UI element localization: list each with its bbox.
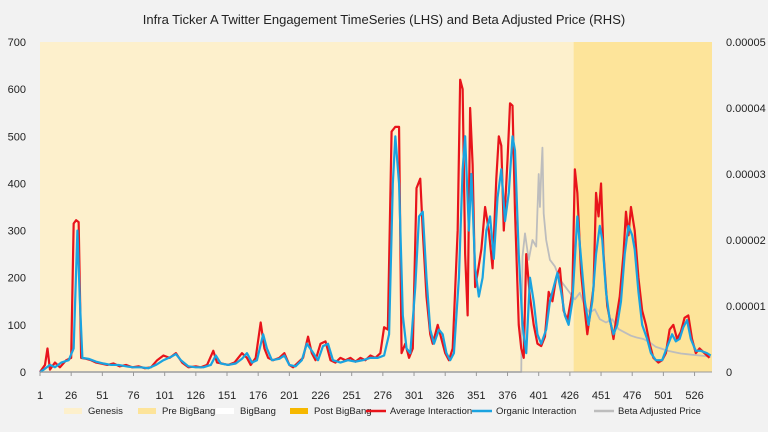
x-tick-label: 226 bbox=[311, 390, 329, 402]
y-right-tick-label: 0.00001 bbox=[726, 301, 766, 313]
y-right-tick-label: 0.00005 bbox=[726, 37, 766, 49]
legend-swatch-bigbang bbox=[216, 408, 234, 414]
y-left-tick-label: 300 bbox=[8, 226, 26, 238]
y-right-tick-label: 0 bbox=[726, 367, 732, 379]
x-tick-label: 476 bbox=[623, 390, 641, 402]
x-tick-label: 101 bbox=[155, 390, 173, 402]
y-left-tick-label: 700 bbox=[8, 37, 26, 49]
series-line-beta-adjusted-price bbox=[40, 146, 711, 373]
y-right-tick-label: 0.00004 bbox=[726, 103, 766, 115]
x-tick-label: 326 bbox=[436, 390, 454, 402]
legend-label-post-bigbang: Post BigBang bbox=[314, 406, 372, 417]
legend-label-beta-adjusted-price: Beta Adjusted Price bbox=[618, 406, 701, 417]
series-line-organic-interaction bbox=[39, 135, 712, 373]
y-left-tick-label: 100 bbox=[8, 320, 26, 332]
legend-label-average-interaction: Average Interaction bbox=[390, 406, 472, 417]
legend: Genesis Pre BigBang BigBang Post BigBang Ave… bbox=[64, 406, 701, 417]
x-tick-label: 126 bbox=[187, 390, 205, 402]
legend-label-pre-bigbang: Pre BigBang bbox=[162, 406, 215, 417]
x-tick-label: 1 bbox=[37, 390, 43, 402]
x-tick-label: 501 bbox=[654, 390, 672, 402]
x-tick-label: 351 bbox=[467, 390, 485, 402]
y-left-tick-label: 500 bbox=[8, 131, 26, 143]
x-tick-label: 251 bbox=[343, 390, 361, 402]
y-left-tick-label: 400 bbox=[8, 178, 26, 190]
y-right-tick-label: 0.00003 bbox=[726, 169, 766, 181]
legend-swatch-pre-bigbang bbox=[138, 408, 156, 414]
x-tick-label: 26 bbox=[65, 390, 77, 402]
x-tick-label: 526 bbox=[685, 390, 703, 402]
x-tick-label: 401 bbox=[530, 390, 548, 402]
x-tick-label: 76 bbox=[127, 390, 139, 402]
x-tick-label: 301 bbox=[405, 390, 423, 402]
y-left-tick-label: 0 bbox=[20, 367, 26, 379]
x-tick-label: 451 bbox=[592, 390, 610, 402]
x-tick-label: 201 bbox=[280, 390, 298, 402]
legend-label-organic-interaction: Organic Interaction bbox=[496, 406, 576, 417]
x-tick-label: 426 bbox=[561, 390, 579, 402]
x-tick-label: 51 bbox=[96, 390, 108, 402]
series-lines bbox=[39, 78, 712, 373]
band-genesis bbox=[40, 42, 574, 372]
x-tick-label: 376 bbox=[498, 390, 516, 402]
y-right-tick-label: 0.00002 bbox=[726, 235, 766, 247]
y-left-tick-label: 200 bbox=[8, 273, 26, 285]
chart-title: Infra Ticker A Twitter Engagement TimeSe… bbox=[143, 12, 625, 27]
x-tick-label: 276 bbox=[374, 390, 392, 402]
axes: 1 26 51 76 101 126 151 176 201 226 251 276 301 326 351… bbox=[8, 37, 766, 402]
x-tick-label: 176 bbox=[249, 390, 267, 402]
legend-swatch-post-bigbang bbox=[290, 408, 308, 414]
legend-label-genesis: Genesis bbox=[88, 406, 123, 417]
legend-swatch-genesis bbox=[64, 408, 82, 414]
y-left-tick-label: 600 bbox=[8, 84, 26, 96]
legend-label-bigbang: BigBang bbox=[240, 406, 276, 417]
x-tick-label: 151 bbox=[218, 390, 236, 402]
